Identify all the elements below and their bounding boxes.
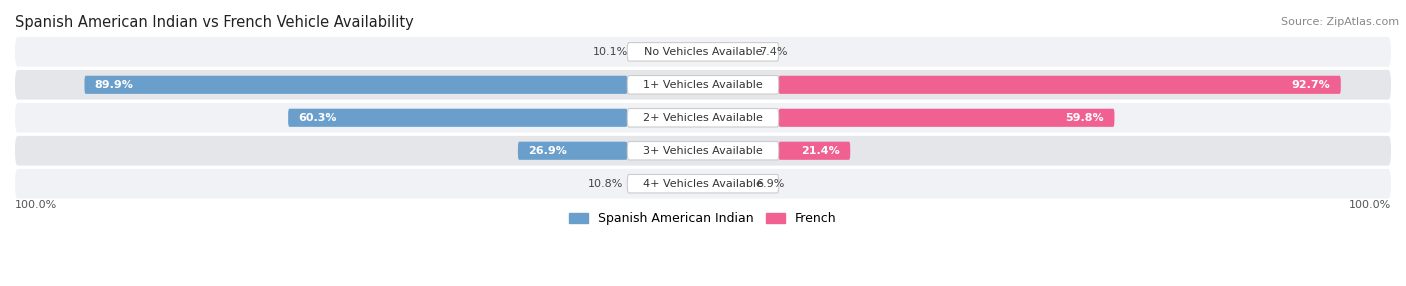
FancyBboxPatch shape: [15, 37, 1391, 67]
FancyBboxPatch shape: [84, 76, 627, 94]
Text: No Vehicles Available: No Vehicles Available: [644, 47, 762, 57]
Text: 10.8%: 10.8%: [588, 179, 623, 189]
FancyBboxPatch shape: [15, 169, 1391, 198]
FancyBboxPatch shape: [779, 76, 1341, 94]
Text: 26.9%: 26.9%: [529, 146, 567, 156]
FancyBboxPatch shape: [779, 109, 1115, 127]
Text: 89.9%: 89.9%: [94, 80, 134, 90]
Text: 6.9%: 6.9%: [756, 179, 785, 189]
FancyBboxPatch shape: [627, 142, 779, 160]
Text: 3+ Vehicles Available: 3+ Vehicles Available: [643, 146, 763, 156]
Text: 60.3%: 60.3%: [298, 113, 337, 123]
Text: 4+ Vehicles Available: 4+ Vehicles Available: [643, 179, 763, 189]
FancyBboxPatch shape: [627, 43, 779, 61]
FancyBboxPatch shape: [627, 174, 779, 193]
Text: 100.0%: 100.0%: [1348, 200, 1391, 210]
FancyBboxPatch shape: [288, 109, 627, 127]
FancyBboxPatch shape: [15, 103, 1391, 133]
Text: 100.0%: 100.0%: [15, 200, 58, 210]
Text: 59.8%: 59.8%: [1066, 113, 1104, 123]
Text: Spanish American Indian vs French Vehicle Availability: Spanish American Indian vs French Vehicl…: [15, 15, 413, 30]
Text: 10.1%: 10.1%: [593, 47, 628, 57]
Text: 92.7%: 92.7%: [1292, 80, 1330, 90]
FancyBboxPatch shape: [627, 108, 779, 127]
FancyBboxPatch shape: [15, 70, 1391, 100]
Text: 7.4%: 7.4%: [759, 47, 787, 57]
Text: 1+ Vehicles Available: 1+ Vehicles Available: [643, 80, 763, 90]
Text: Source: ZipAtlas.com: Source: ZipAtlas.com: [1281, 17, 1399, 27]
FancyBboxPatch shape: [517, 142, 627, 160]
FancyBboxPatch shape: [15, 136, 1391, 166]
FancyBboxPatch shape: [627, 76, 779, 94]
Text: 2+ Vehicles Available: 2+ Vehicles Available: [643, 113, 763, 123]
Legend: Spanish American Indian, French: Spanish American Indian, French: [564, 207, 842, 230]
FancyBboxPatch shape: [779, 142, 851, 160]
Text: 21.4%: 21.4%: [801, 146, 839, 156]
